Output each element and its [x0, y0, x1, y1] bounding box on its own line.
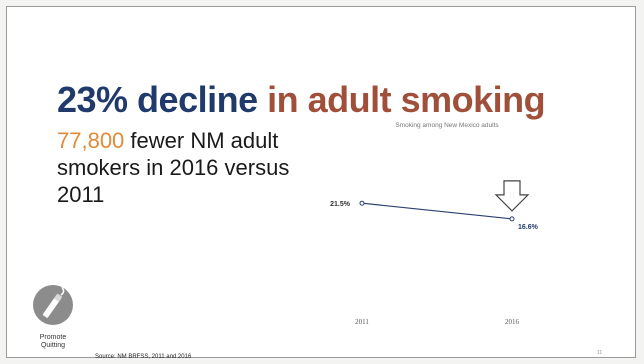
- data-point-2011: [359, 200, 365, 206]
- no-smoking-icon: [33, 283, 73, 325]
- subhead-number: 77,800: [57, 128, 125, 153]
- line-chart: Smoking among New Mexico adults 21.5% 16.6…: [330, 122, 539, 326]
- chart-title: Smoking among New Mexico adults: [395, 122, 499, 129]
- headline-part1: 23% decline: [57, 79, 258, 120]
- slide-number: 11: [597, 350, 603, 356]
- headline: 23% decline in adult smoking: [57, 79, 546, 121]
- x-tick-2016: 2016: [505, 318, 520, 326]
- subhead-text: fewer NM adult smokers in 2016 versus 20…: [57, 128, 290, 207]
- subhead: 77,800 fewer NM adult smokers in 2016 ve…: [57, 127, 317, 208]
- slide: 23% decline in adult smoking 77,800 fewe…: [6, 6, 636, 360]
- logo-caption-line2: Quitting: [40, 342, 66, 349]
- promote-quitting-logo: Promote Quitting: [23, 283, 83, 350]
- source-note: Source: NM BRFSS, 2011 and 2016: [95, 354, 192, 360]
- headline-part2: in adult smoking: [267, 79, 546, 120]
- data-label-2011: 21.5%: [330, 201, 351, 208]
- logo-caption: Promote Quitting: [23, 334, 83, 350]
- data-point-2016: [509, 216, 515, 222]
- data-label-2016: 16.6%: [518, 224, 539, 231]
- down-arrow-icon: [494, 180, 530, 212]
- series-line: [361, 202, 513, 220]
- logo-caption-line1: Promote: [39, 334, 67, 341]
- x-tick-2011: 2011: [355, 318, 369, 326]
